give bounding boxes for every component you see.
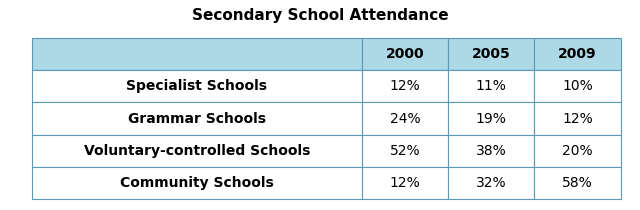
Text: 2005: 2005 [472, 47, 511, 61]
Text: 11%: 11% [476, 79, 507, 93]
Text: Grammar Schools: Grammar Schools [128, 112, 266, 126]
Text: 2009: 2009 [558, 47, 597, 61]
Text: 20%: 20% [563, 144, 593, 158]
Text: 38%: 38% [476, 144, 507, 158]
Text: 12%: 12% [390, 79, 420, 93]
Text: 12%: 12% [390, 176, 420, 190]
Text: 52%: 52% [390, 144, 420, 158]
Text: 58%: 58% [563, 176, 593, 190]
Text: Secondary School Attendance: Secondary School Attendance [192, 8, 448, 23]
Text: 24%: 24% [390, 112, 420, 126]
Text: 10%: 10% [563, 79, 593, 93]
Text: 12%: 12% [563, 112, 593, 126]
Text: Specialist Schools: Specialist Schools [126, 79, 268, 93]
Text: Voluntary-controlled Schools: Voluntary-controlled Schools [84, 144, 310, 158]
Text: 32%: 32% [476, 176, 507, 190]
Text: 2000: 2000 [385, 47, 424, 61]
Text: 19%: 19% [476, 112, 507, 126]
Text: Community Schools: Community Schools [120, 176, 274, 190]
